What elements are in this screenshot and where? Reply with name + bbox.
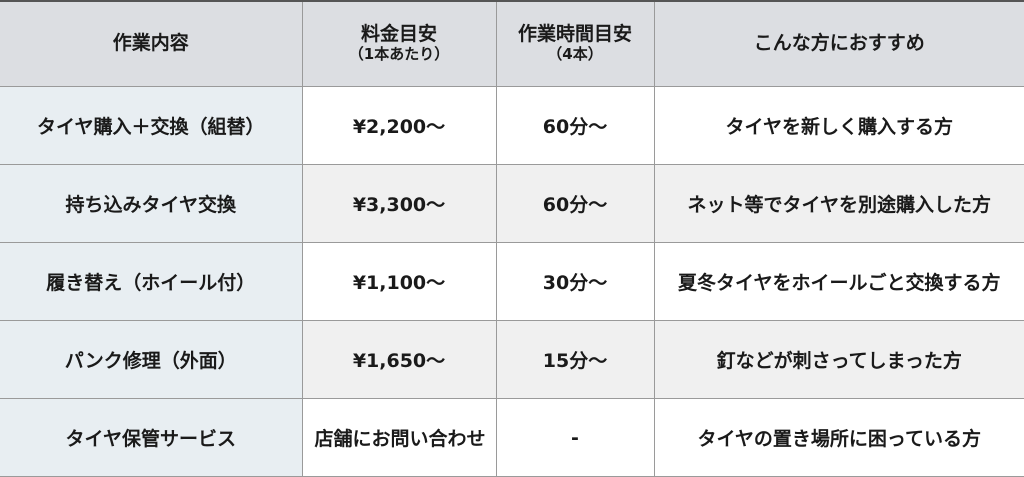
service-cell: 持ち込みタイヤ交換 — [0, 164, 303, 243]
table-row: 履き替え（ホイール付） ¥1,100〜 30分〜 夏冬タイヤをホイールごと交換す… — [0, 242, 1024, 321]
header-service: 作業内容 — [0, 0, 303, 87]
service-cell: 履き替え（ホイール付） — [0, 242, 303, 321]
time-cell: 15分〜 — [495, 320, 655, 399]
price-cell: ¥3,300〜 — [301, 164, 497, 243]
recommended-cell: タイヤを新しく購入する方 — [653, 86, 1024, 165]
time-cell: - — [495, 398, 655, 477]
price-cell: 店舗にお問い合わせ — [301, 398, 497, 477]
time-cell: 30分〜 — [495, 242, 655, 321]
table-row: タイヤ保管サービス 店舗にお問い合わせ - タイヤの置き場所に困っている方 — [0, 398, 1024, 477]
price-cell: ¥2,200〜 — [301, 86, 497, 165]
header-row: 作業内容 料金目安 （1本あたり） 作業時間目安 （4本） こんな方におすすめ — [0, 0, 1024, 87]
service-cell: タイヤ保管サービス — [0, 398, 303, 477]
header-price: 料金目安 （1本あたり） — [301, 0, 497, 87]
table-row: 持ち込みタイヤ交換 ¥3,300〜 60分〜 ネット等でタイヤを別途購入した方 — [0, 164, 1024, 243]
recommended-cell: ネット等でタイヤを別途購入した方 — [653, 164, 1024, 243]
recommended-cell: タイヤの置き場所に困っている方 — [653, 398, 1024, 477]
recommended-cell: 夏冬タイヤをホイールごと交換する方 — [653, 242, 1024, 321]
table-row: タイヤ購入＋交換（組替） ¥2,200〜 60分〜 タイヤを新しく購入する方 — [0, 86, 1024, 165]
header-recommended: こんな方におすすめ — [653, 0, 1024, 87]
header-time: 作業時間目安 （4本） — [495, 0, 655, 87]
time-cell: 60分〜 — [495, 86, 655, 165]
recommended-cell: 釘などが刺さってしまった方 — [653, 320, 1024, 399]
price-cell: ¥1,100〜 — [301, 242, 497, 321]
price-cell: ¥1,650〜 — [301, 320, 497, 399]
time-cell: 60分〜 — [495, 164, 655, 243]
service-cell: タイヤ購入＋交換（組替） — [0, 86, 303, 165]
table-row: パンク修理（外面） ¥1,650〜 15分〜 釘などが刺さってしまった方 — [0, 320, 1024, 399]
service-cell: パンク修理（外面） — [0, 320, 303, 399]
